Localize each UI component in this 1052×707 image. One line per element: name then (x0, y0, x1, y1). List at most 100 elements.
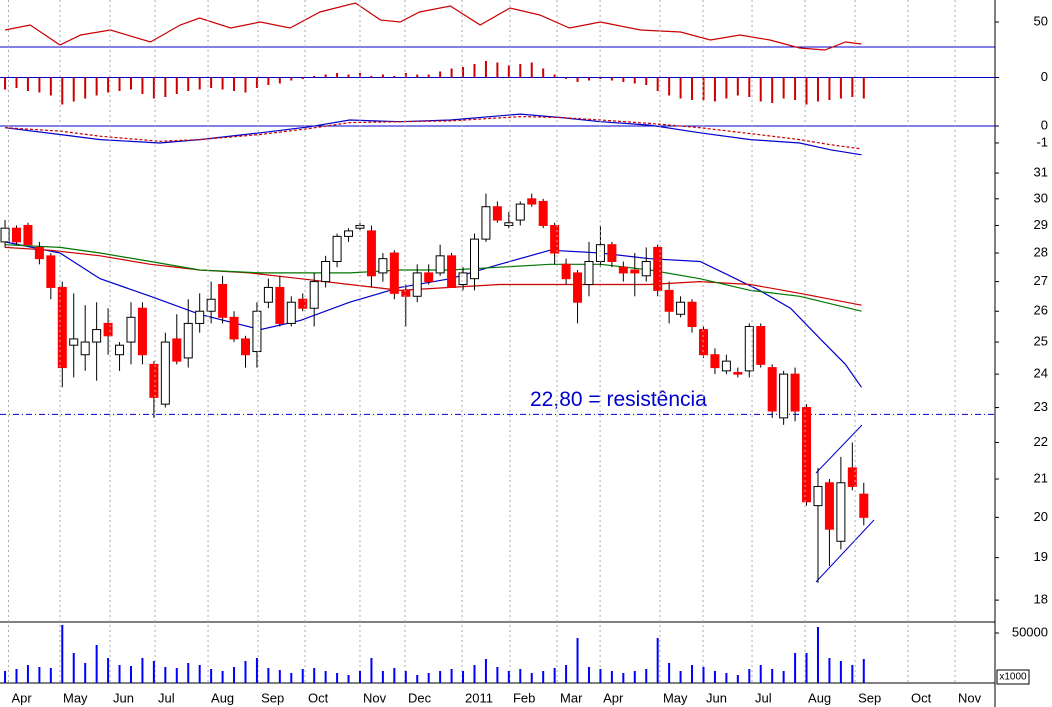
bar (324, 671, 327, 683)
candle-body (630, 269, 640, 274)
candle-body (23, 224, 33, 246)
bar (713, 671, 716, 683)
candle-body (195, 310, 205, 324)
bar (610, 671, 613, 683)
bar (118, 665, 121, 683)
bar (290, 673, 293, 683)
y-tick-label: 31 (1034, 165, 1048, 180)
candle-body (756, 325, 766, 365)
bar (782, 671, 785, 683)
y-tick-label: 18 (1034, 592, 1048, 607)
bar (95, 77, 98, 96)
bar (576, 77, 579, 82)
bar (278, 77, 281, 84)
bar (507, 65, 510, 78)
bar (450, 68, 453, 78)
bar (519, 64, 522, 78)
candle-body (767, 367, 777, 412)
x-tick-label: Feb (513, 690, 535, 705)
bar (233, 77, 236, 91)
candle-body (481, 206, 491, 240)
bar (324, 74, 327, 78)
bar (828, 658, 831, 683)
bar (702, 77, 705, 100)
bar (84, 663, 87, 683)
candle-body (103, 322, 113, 337)
candle-body (515, 203, 525, 221)
bar (370, 76, 373, 78)
bar (4, 671, 7, 683)
x-tick-label: Jun (113, 690, 134, 705)
x-tick-label: Nov (958, 690, 982, 705)
y-tick-label: 21 (1034, 470, 1048, 485)
bar (496, 62, 499, 78)
candle-body (527, 198, 537, 205)
bar (782, 77, 785, 99)
bar (736, 77, 739, 96)
candle-body (733, 371, 743, 375)
x-tick-label: Sep (858, 690, 881, 705)
x-tick-label: Jun (706, 690, 727, 705)
candle-body (836, 482, 846, 542)
bar (129, 666, 132, 683)
candle-body (561, 263, 571, 280)
bar (198, 77, 201, 90)
candle-body (378, 258, 388, 274)
bar (107, 658, 110, 683)
bar (450, 669, 453, 683)
bar (748, 77, 751, 97)
bar (725, 673, 728, 683)
series-line (4, 2, 862, 51)
bar (725, 77, 728, 99)
bar (427, 673, 430, 683)
candle-body (309, 281, 319, 309)
candle-body (206, 298, 216, 312)
candle-body (344, 230, 354, 237)
candle-body (618, 266, 628, 274)
bar (393, 76, 396, 78)
bar (26, 77, 29, 91)
bar (175, 668, 178, 683)
candle-body (69, 338, 79, 346)
candle-body (275, 286, 285, 324)
candle-body (229, 316, 239, 340)
bar (587, 667, 590, 683)
candle-body (137, 307, 147, 356)
y-tick-label: 20 (1034, 509, 1048, 524)
bar (736, 675, 739, 683)
bar (519, 669, 522, 683)
bar (38, 667, 41, 683)
series-line (4, 113, 862, 156)
bar (462, 671, 465, 683)
bar (141, 658, 144, 683)
candle-body (447, 255, 457, 288)
y-tick-label: 0 (1041, 69, 1048, 84)
candle-body (492, 206, 502, 221)
bar (553, 668, 556, 683)
bar (404, 671, 407, 683)
bar (576, 638, 579, 683)
bar (610, 77, 613, 81)
bar (439, 71, 442, 78)
bar (542, 671, 545, 683)
candle-body (366, 230, 376, 277)
bar (164, 667, 167, 683)
bar (393, 668, 396, 683)
y-tick-label: 19 (1034, 549, 1048, 564)
x-tick-label: Oct (911, 690, 932, 705)
bar (439, 671, 442, 683)
unit-label: x1000 (999, 672, 1027, 683)
y-tick-label: 29 (1034, 217, 1048, 232)
x-tick-label: 2011 (465, 690, 493, 705)
candle-body (710, 354, 720, 369)
candle-body (664, 289, 674, 312)
candle-body (538, 200, 548, 226)
bar (347, 675, 350, 683)
candle-body (286, 301, 296, 324)
bar (221, 77, 224, 90)
candle-body (469, 238, 479, 280)
candle-body (80, 341, 90, 356)
candle-body (252, 310, 262, 353)
